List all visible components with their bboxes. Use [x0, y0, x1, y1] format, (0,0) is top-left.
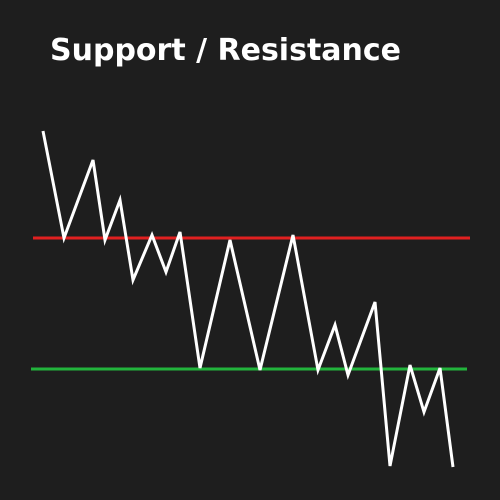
title: Support / Resistance — [50, 33, 401, 68]
price-line — [41, 130, 455, 468]
